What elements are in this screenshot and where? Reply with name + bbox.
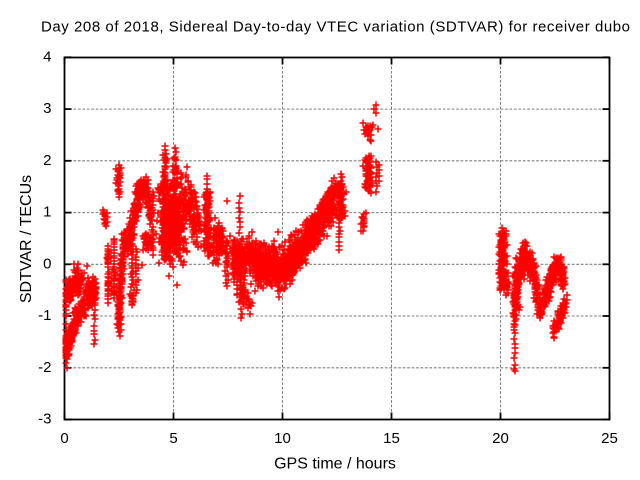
- svg-text:-2: -2: [38, 359, 51, 376]
- svg-text:1: 1: [43, 204, 51, 221]
- svg-text:15: 15: [383, 430, 400, 447]
- svg-text:Day 208 of 2018, Sidereal Day-: Day 208 of 2018, Sidereal Day-to-day VTE…: [41, 19, 631, 36]
- svg-text:20: 20: [492, 430, 509, 447]
- svg-text:0: 0: [43, 255, 51, 272]
- svg-text:-3: -3: [38, 411, 51, 428]
- svg-text:3: 3: [43, 100, 51, 117]
- svg-text:25: 25: [601, 430, 618, 447]
- svg-text:SDTVAR / TECUs: SDTVAR / TECUs: [18, 175, 35, 303]
- svg-text:10: 10: [274, 430, 291, 447]
- svg-text:GPS time / hours: GPS time / hours: [274, 456, 396, 473]
- svg-text:0: 0: [60, 430, 68, 447]
- svg-text:5: 5: [169, 430, 177, 447]
- svg-text:4: 4: [43, 48, 51, 65]
- svg-text:2: 2: [43, 152, 51, 169]
- svg-text:-1: -1: [38, 307, 51, 324]
